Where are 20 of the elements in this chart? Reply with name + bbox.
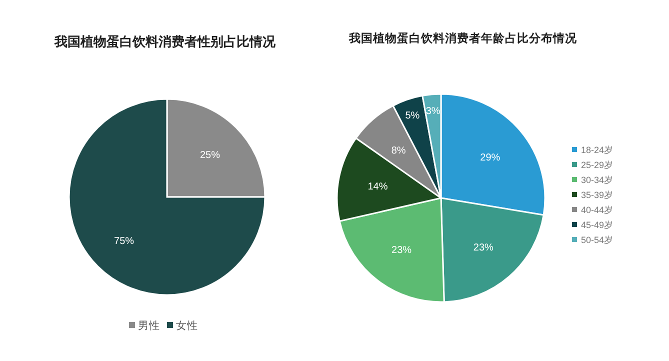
legend-label: 女性 xyxy=(176,320,198,332)
legend-label: 30-34岁 xyxy=(581,175,614,185)
legend-label: 18-24岁 xyxy=(581,145,614,155)
legend-label: 50-54岁 xyxy=(581,235,614,245)
chart-title: 我国植物蛋白饮料消费者年龄占比分布情况 xyxy=(348,31,578,45)
data-label: 23% xyxy=(473,242,494,254)
data-label: 5% xyxy=(405,110,420,122)
legend-label: 35-39岁 xyxy=(581,190,614,200)
legend-label: 25-29岁 xyxy=(581,160,614,170)
data-label: 8% xyxy=(391,145,406,156)
legend-label: 40-44岁 xyxy=(581,205,614,215)
legend-label: 男性 xyxy=(138,320,160,332)
data-label: 23% xyxy=(392,245,412,256)
data-label: 75% xyxy=(114,236,134,247)
legend-label: 45-49岁 xyxy=(581,220,614,230)
chart-title: 我国植物蛋白饮料消费者性别占比情况 xyxy=(54,34,276,49)
data-label: 3% xyxy=(426,106,440,117)
data-label: 14% xyxy=(368,182,388,193)
data-label: 25% xyxy=(200,150,220,162)
data-label: 29% xyxy=(480,152,500,164)
